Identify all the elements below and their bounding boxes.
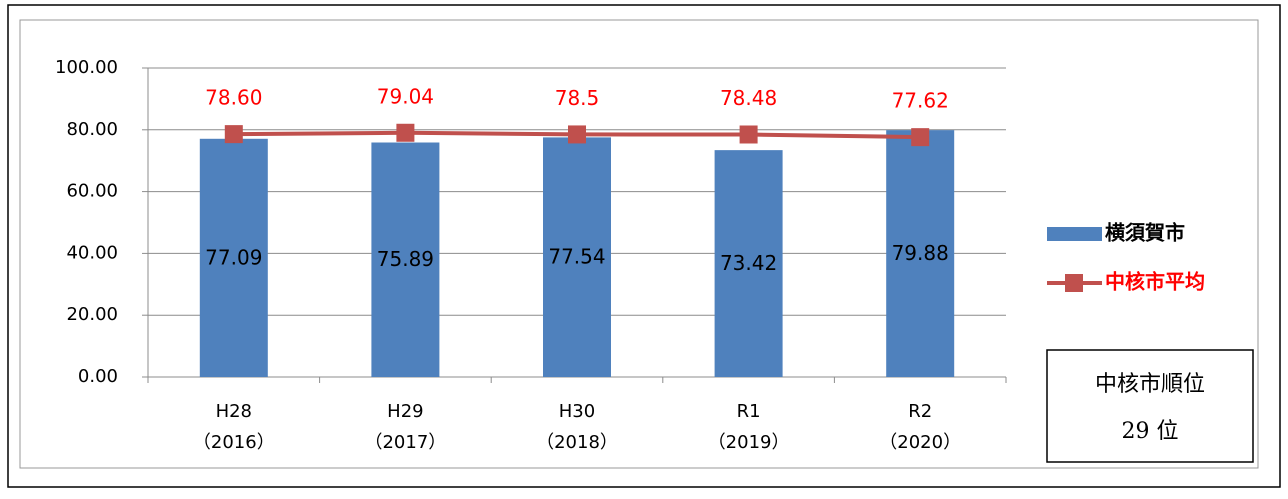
data-label: 78.60 xyxy=(205,86,262,110)
data-label: 77.09 xyxy=(205,245,262,269)
bar xyxy=(371,142,440,377)
bar xyxy=(199,138,268,377)
bar xyxy=(714,150,783,377)
data-label: 77.62 xyxy=(892,89,949,113)
y-tick-label: 40.00 xyxy=(66,242,118,263)
data-label: 77.54 xyxy=(548,245,605,269)
x-tick-label: R2 xyxy=(908,401,932,422)
x-tick-label: （2018） xyxy=(536,432,618,453)
data-label: 79.88 xyxy=(892,241,949,265)
x-tick-label: （2016） xyxy=(193,432,275,453)
y-tick-label: 20.00 xyxy=(66,304,118,325)
line-marker xyxy=(911,128,930,147)
x-tick-label: R1 xyxy=(737,401,761,422)
legend-label: 横須賀市 xyxy=(1105,221,1185,245)
line-marker xyxy=(396,123,415,142)
legend-swatch xyxy=(1065,274,1083,292)
annotation-box xyxy=(1046,349,1254,463)
line-marker xyxy=(739,125,758,144)
bar xyxy=(886,130,955,377)
data-label: 79.04 xyxy=(377,84,434,108)
legend-label: 中核市平均 xyxy=(1105,270,1205,294)
x-tick-label: （2017） xyxy=(364,432,446,453)
x-tick-label: H30 xyxy=(559,401,595,422)
legend-swatch xyxy=(1047,227,1102,241)
data-label: 75.89 xyxy=(377,247,434,271)
x-tick-label: （2019） xyxy=(708,432,790,453)
annotation: 中核市順位 xyxy=(1095,372,1205,397)
annotation: 29 位 xyxy=(1122,419,1179,444)
data-label: 78.5 xyxy=(555,86,600,110)
line-marker xyxy=(568,125,586,144)
y-tick-label: 60.00 xyxy=(66,181,118,202)
x-tick-label: H29 xyxy=(387,401,423,422)
y-tick-label: 80.00 xyxy=(66,119,118,140)
y-tick-label: 100.00 xyxy=(55,57,118,78)
line-marker xyxy=(224,125,243,144)
bar xyxy=(543,137,611,377)
chart-area xyxy=(19,19,1259,469)
y-tick-label: 0.00 xyxy=(78,366,118,387)
data-label: 78.48 xyxy=(720,86,777,110)
x-tick-label: （2020） xyxy=(879,432,961,453)
data-label: 73.42 xyxy=(720,251,777,275)
x-tick-label: H28 xyxy=(216,401,252,422)
